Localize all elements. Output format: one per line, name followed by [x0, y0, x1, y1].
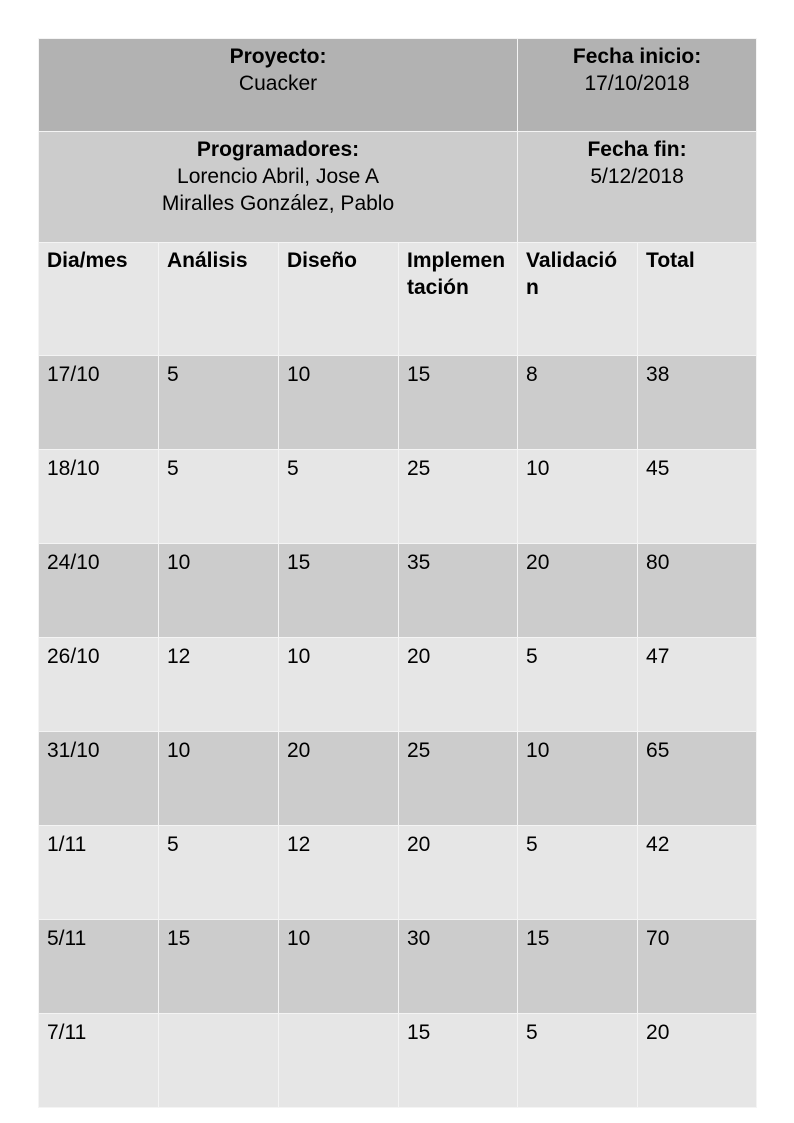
- table-cell: 70: [637, 919, 758, 1014]
- table-cell: 5: [158, 449, 279, 544]
- column-header: Dia/mes: [38, 242, 159, 356]
- table-row: 7/11 15 5 20: [38, 1013, 758, 1108]
- table-cell: 80: [637, 543, 758, 638]
- table-cell: [158, 1013, 279, 1108]
- table-cell: 5: [278, 449, 399, 544]
- column-header: Total: [637, 242, 758, 356]
- table-cell: 15: [278, 543, 399, 638]
- table-cell: 18/10: [38, 449, 159, 544]
- table-row: 1/11 5 12 20 5 42: [38, 825, 758, 920]
- table-cell: 65: [637, 731, 758, 826]
- table-cell: 15: [158, 919, 279, 1014]
- table-row: 5/11 15 10 30 15 70: [38, 919, 758, 1014]
- column-header: Análisis: [158, 242, 279, 356]
- table-cell: 10: [517, 731, 639, 826]
- column-header: Diseño: [278, 242, 399, 356]
- table-cell: 10: [158, 731, 279, 826]
- hours-sheet: Proyecto: Cuacker Fecha inicio: 17/10/20…: [37, 38, 758, 1108]
- end-date-value: 5/12/2018: [590, 165, 684, 188]
- table-cell: 20: [278, 731, 399, 826]
- table-cell: 25: [397, 449, 519, 544]
- table-cell: [278, 1013, 399, 1108]
- project-info-row: Proyecto: Cuacker Fecha inicio: 17/10/20…: [37, 38, 758, 132]
- table-cell: 15: [397, 355, 519, 450]
- table-cell: 30: [397, 919, 519, 1014]
- table-cell: 5: [517, 825, 639, 920]
- table-row: 17/10 5 10 15 8 38: [38, 355, 758, 450]
- table-cell: 7/11: [38, 1013, 159, 1108]
- project-value: Cuacker: [238, 72, 318, 95]
- table-cell: 15: [517, 919, 639, 1014]
- programmers-row: Programadores: Lorencio Abril, Jose A Mi…: [37, 131, 758, 243]
- table-cell: 15: [397, 1013, 519, 1108]
- table-cell: 10: [278, 355, 399, 450]
- start-date-cell: Fecha inicio: 17/10/2018: [517, 38, 758, 132]
- table-cell: 5: [517, 1013, 639, 1108]
- table-cell: 10: [278, 919, 399, 1014]
- table-cell: 5/11: [38, 919, 159, 1014]
- table-cell: 38: [637, 355, 758, 450]
- table-cell: 5: [158, 355, 279, 450]
- table-cell: 1/11: [38, 825, 159, 920]
- table-cell: 25: [397, 731, 519, 826]
- table-cell: 24/10: [38, 543, 159, 638]
- start-date-value: 17/10/2018: [584, 72, 690, 95]
- table-cell: 20: [397, 825, 519, 920]
- table-cell: 47: [637, 637, 758, 732]
- table-row: 31/10 10 20 25 10 65: [38, 731, 758, 826]
- table-row: 26/10 12 10 20 5 47: [38, 637, 758, 732]
- column-header: Implementación: [397, 242, 519, 356]
- table-cell: 35: [397, 543, 519, 638]
- table-cell: 12: [158, 637, 279, 732]
- table-cell: 5: [158, 825, 279, 920]
- table-cell: 45: [637, 449, 758, 544]
- programmers-label: Programadores:: [196, 138, 360, 161]
- start-date-label: Fecha inicio:: [572, 45, 702, 68]
- table-row: 18/10 5 5 25 10 45: [38, 449, 758, 544]
- table-cell: 31/10: [38, 731, 159, 826]
- column-header: Validación: [517, 242, 639, 356]
- table-cell: 20: [517, 543, 639, 638]
- hours-table: Proyecto: Cuacker Fecha inicio: 17/10/20…: [37, 38, 758, 1108]
- table-cell: 10: [517, 449, 639, 544]
- programmers-cell: Programadores: Lorencio Abril, Jose A Mi…: [37, 131, 519, 243]
- table-cell: 12: [278, 825, 399, 920]
- table-cell: 17/10: [38, 355, 159, 450]
- project-label: Proyecto:: [229, 45, 327, 68]
- table-cell: 20: [397, 637, 519, 732]
- table-row: 24/10 10 15 35 20 80: [38, 543, 758, 638]
- table-cell: 10: [278, 637, 399, 732]
- table-cell: 8: [517, 355, 639, 450]
- end-date-cell: Fecha fin: 5/12/2018: [517, 131, 758, 243]
- table-cell: 20: [637, 1013, 758, 1108]
- project-cell: Proyecto: Cuacker: [37, 38, 519, 132]
- end-date-label: Fecha fin:: [587, 138, 687, 161]
- table-cell: 10: [158, 543, 279, 638]
- column-header-row: Dia/mes Análisis Diseño Implementación V…: [38, 242, 758, 356]
- table-cell: 42: [637, 825, 758, 920]
- programmers-value: Lorencio Abril, Jose A Miralles González…: [161, 165, 395, 215]
- table-cell: 26/10: [38, 637, 159, 732]
- table-cell: 5: [517, 637, 639, 732]
